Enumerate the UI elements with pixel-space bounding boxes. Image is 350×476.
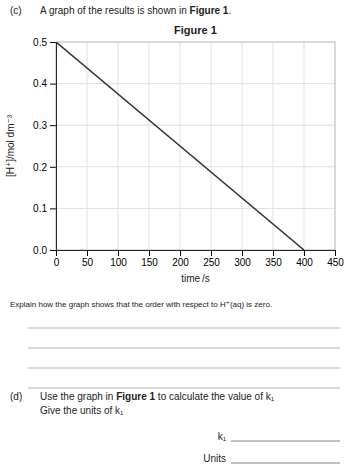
answer-label: k₁ xyxy=(218,431,227,442)
y-tick-mark xyxy=(50,208,56,209)
question-text: Give the units of k₁ xyxy=(40,405,124,416)
answer-rule xyxy=(28,348,340,349)
x-tick: 200 xyxy=(172,250,189,268)
x-tick: 350 xyxy=(265,250,282,268)
part-label: (c) xyxy=(10,5,22,16)
question-segment: A graph of the results is shown in xyxy=(40,5,190,16)
x-tick-mark xyxy=(335,250,336,256)
x-tick-label: 0 xyxy=(54,257,60,268)
grid-line-y xyxy=(56,83,335,84)
y-tick-mark xyxy=(50,250,56,251)
x-tick-mark xyxy=(149,250,150,256)
y-tick-mark xyxy=(50,167,56,168)
question-text: Use the graph in Figure 1 to calculate t… xyxy=(40,391,275,402)
x-tick: 400 xyxy=(296,250,313,268)
grid-line-y xyxy=(56,208,335,209)
x-tick-mark xyxy=(118,250,119,256)
answer-label: Units xyxy=(203,453,226,464)
x-tick: 0 xyxy=(54,250,60,268)
y-axis: 0.0 0.1 0.2 0.3 0.4 0.5 xyxy=(33,37,56,256)
y-tick-mark xyxy=(50,125,56,126)
x-axis-title: time /s xyxy=(181,273,210,284)
x-tick: 250 xyxy=(203,250,220,268)
marks xyxy=(56,42,304,250)
page: Figure 10501001502002503003504004500.00.… xyxy=(0,0,350,476)
question-segment: Figure 1 xyxy=(190,5,229,16)
y-tick-mark xyxy=(50,84,56,85)
x-tick: 300 xyxy=(234,250,251,268)
grid-line-y xyxy=(56,125,335,126)
question-text: A graph of the results is shown in Figur… xyxy=(40,5,231,16)
plot-frame xyxy=(56,42,335,250)
x-axis-line xyxy=(57,251,336,257)
x-tick-label: 450 xyxy=(327,257,344,268)
y-tick-label: 0.0 xyxy=(33,245,47,256)
y-tick-label: 0.4 xyxy=(33,78,47,89)
x-tick-mark xyxy=(242,250,243,256)
x-tick-mark xyxy=(180,250,181,256)
chart-title: Figure 1 xyxy=(174,24,217,36)
y-tick: 0.0 xyxy=(33,245,56,256)
x-tick: 450 xyxy=(327,250,344,268)
y-tick: 0.1 xyxy=(33,203,56,214)
x-tick-mark xyxy=(211,250,212,256)
part-label: (d) xyxy=(10,391,22,402)
answer-rule xyxy=(28,388,340,389)
y-tick: 0.2 xyxy=(33,162,56,173)
y-axis-line xyxy=(50,43,57,251)
grid xyxy=(56,42,335,250)
question-segment: Use the graph in xyxy=(40,391,116,402)
data-line xyxy=(56,42,304,250)
question-segment: . xyxy=(228,5,231,16)
x-tick-label: 300 xyxy=(234,257,251,268)
answer-rule xyxy=(231,463,340,464)
grid-line-x xyxy=(87,42,88,250)
y-tick-label: 0.1 xyxy=(33,203,47,214)
question-text: Explain how the graph shows that the ord… xyxy=(10,300,272,309)
x-tick-label: 50 xyxy=(82,257,94,268)
x-tick-mark xyxy=(304,250,305,256)
y-tick-label: 0.2 xyxy=(33,162,47,173)
y-tick: 0.4 xyxy=(33,78,56,89)
answer-rule xyxy=(28,368,340,369)
x-tick-label: 250 xyxy=(203,257,220,268)
x-tick-label: 150 xyxy=(141,257,158,268)
x-tick-label: 100 xyxy=(110,257,127,268)
x-axis: 0 50 100 150 200 250 300 350 400 450 xyxy=(54,250,345,268)
question-segment: Give the units of k₁ xyxy=(40,405,124,416)
x-tick: 100 xyxy=(110,250,127,268)
y-tick-label: 0.3 xyxy=(33,120,47,131)
y-tick-mark xyxy=(50,42,56,43)
grid-line-x xyxy=(242,42,243,250)
answer-rule xyxy=(28,328,340,329)
grid-line-y xyxy=(56,166,335,167)
x-tick: 150 xyxy=(141,250,158,268)
y-tick-label: 0.5 xyxy=(33,37,47,48)
grid-line-x xyxy=(118,42,119,250)
x-tick-label: 200 xyxy=(172,257,189,268)
x-tick-label: 400 xyxy=(296,257,313,268)
answer-rule xyxy=(231,441,340,442)
y-axis-title: [H⁺]/mol dm⁻³ xyxy=(5,114,16,177)
plot: 0501001502002503003504004500.00.10.20.30… xyxy=(33,37,344,268)
y-tick: 0.5 xyxy=(33,37,56,48)
question-segment: Figure 1 xyxy=(116,391,155,402)
question-segment: Explain how the graph shows that the ord… xyxy=(10,300,272,309)
y-tick: 0.3 xyxy=(33,120,56,131)
question-segment: to calculate the value of k₁ xyxy=(155,391,275,402)
grid-line-x xyxy=(149,42,150,250)
x-tick: 50 xyxy=(82,250,94,268)
grid-line-x xyxy=(273,42,274,250)
x-tick-mark xyxy=(273,250,274,256)
x-tick-mark xyxy=(87,250,88,256)
x-tick-label: 350 xyxy=(265,257,282,268)
grid-line-x xyxy=(304,42,305,250)
grid-line-x xyxy=(211,42,212,250)
